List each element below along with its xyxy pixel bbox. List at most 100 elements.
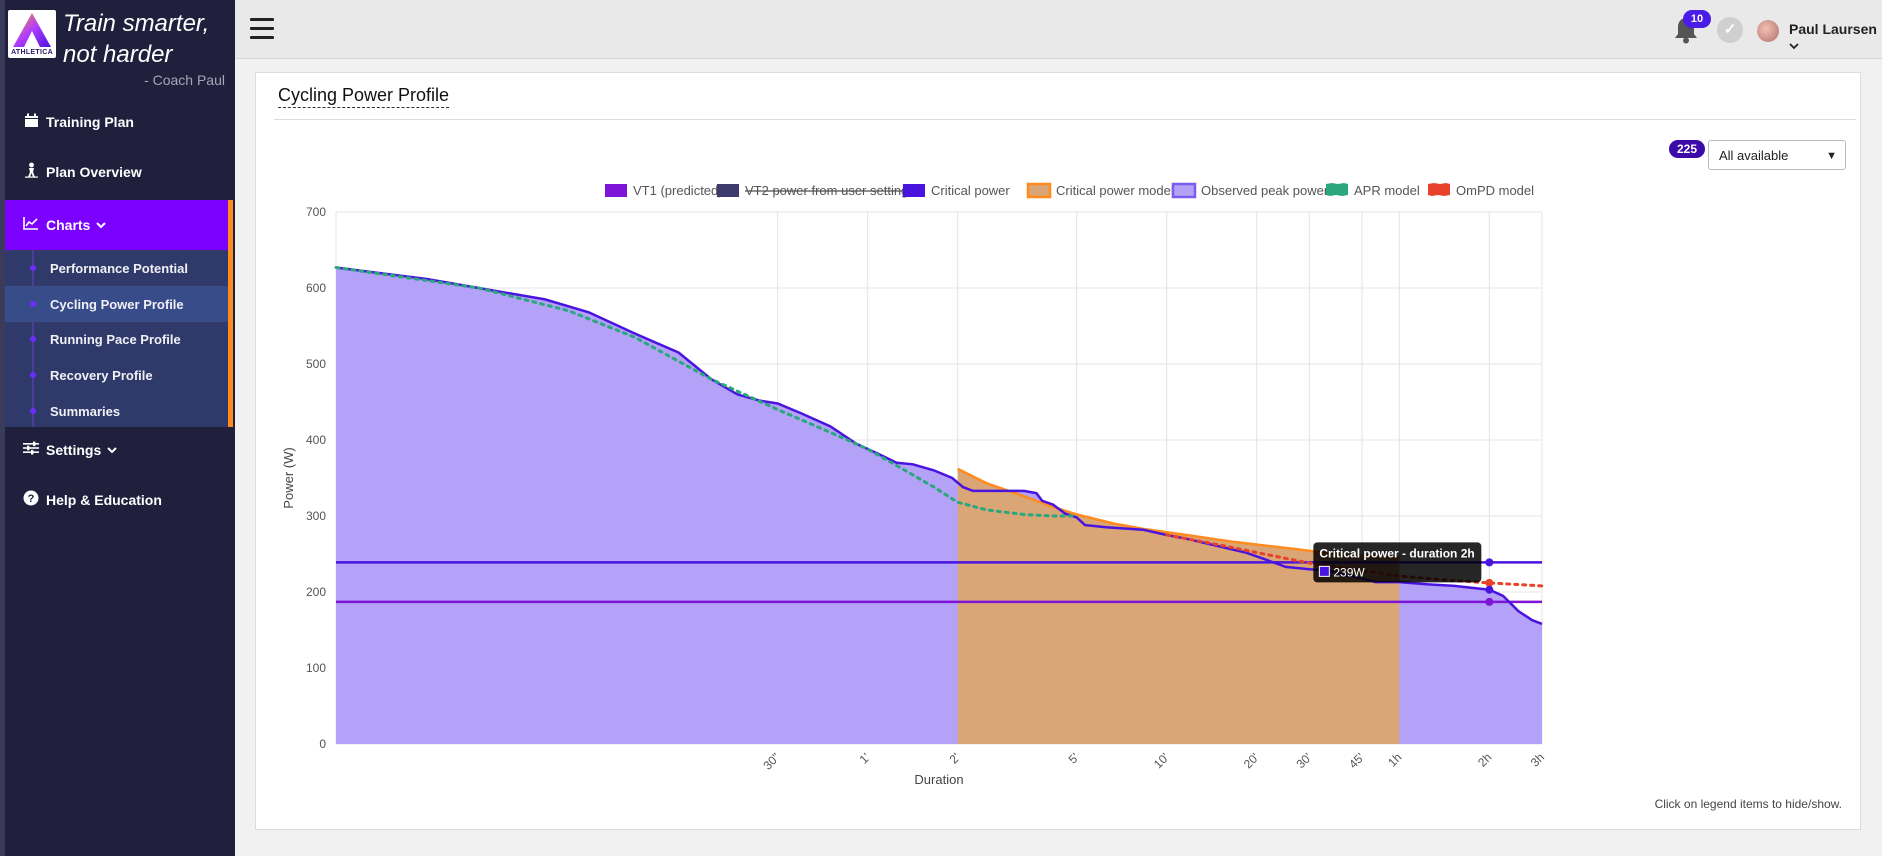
submenu-item-recovery-profile[interactable]: Recovery Profile bbox=[5, 357, 228, 393]
logo-text: ATHLETICA bbox=[11, 49, 53, 56]
activity-count-badge: 225 bbox=[1669, 140, 1705, 158]
legend-label: VT1 (predicted) bbox=[633, 183, 723, 198]
user-menu[interactable]: Paul Laursen bbox=[1789, 21, 1882, 53]
legend-label: APR model bbox=[1354, 183, 1420, 198]
legend-label: Critical power bbox=[931, 183, 1010, 198]
sidebar-item-help-education[interactable]: ? Help & Education bbox=[5, 475, 233, 525]
x-axis-title: Duration bbox=[914, 772, 963, 787]
submenu-item-cycling-power-profile[interactable]: Cycling Power Profile bbox=[5, 286, 228, 322]
x-tick-label: 2' bbox=[947, 750, 963, 766]
sidebar-item-settings[interactable]: Settings bbox=[5, 425, 233, 475]
sidebar-item-plan-overview[interactable]: Plan Overview bbox=[5, 147, 233, 197]
x-tick-label: 20' bbox=[1241, 750, 1262, 771]
sidebar: ATHLETICA Train smarter, not harder - Co… bbox=[0, 0, 235, 856]
athletica-logo[interactable]: ATHLETICA bbox=[8, 10, 56, 58]
sidebar-edge bbox=[0, 0, 5, 856]
submenu-item-label: Recovery Profile bbox=[50, 367, 153, 383]
hover-point-ompd bbox=[1485, 578, 1494, 587]
submenu-item-performance-potential[interactable]: Performance Potential bbox=[5, 250, 228, 286]
chevron-down-icon bbox=[107, 443, 117, 457]
bullet-dot bbox=[30, 408, 36, 414]
question-icon: ? bbox=[20, 490, 42, 510]
period-select-value: All available bbox=[1719, 148, 1789, 163]
submenu-item-label: Performance Potential bbox=[50, 260, 188, 276]
sidebar-item-label: Help & Education bbox=[46, 492, 162, 508]
submenu-item-label: Running Pace Profile bbox=[50, 331, 181, 347]
x-tick-label: 30" bbox=[760, 750, 782, 772]
chart-tooltip: Critical power - duration 2h 239W bbox=[1313, 542, 1482, 583]
legend-item[interactable]: OmPD model bbox=[1428, 183, 1534, 198]
chart-icon bbox=[20, 216, 42, 234]
person-icon bbox=[20, 162, 42, 182]
y-tick-label: 0 bbox=[319, 737, 326, 751]
chevron-down-icon bbox=[96, 218, 107, 232]
y-tick-label: 200 bbox=[306, 585, 326, 599]
logo-mark-icon bbox=[13, 13, 51, 47]
legend-label: Observed peak power bbox=[1201, 183, 1329, 198]
legend-hint: Click on legend items to hide/show. bbox=[1654, 797, 1842, 811]
tagline-line-2: not harder bbox=[63, 41, 173, 68]
chart-areas bbox=[336, 267, 1542, 744]
submenu-item-label: Summaries bbox=[50, 403, 121, 419]
legend-swatch bbox=[1026, 182, 1052, 199]
tooltip-title: Critical power - duration 2h bbox=[1319, 546, 1474, 560]
y-tick-label: 600 bbox=[306, 281, 326, 295]
user-name: Paul Laursen bbox=[1789, 21, 1877, 37]
legend-label: VT2 power from user settings bbox=[745, 183, 915, 198]
tagline: Train smarter, not harder bbox=[63, 8, 209, 70]
top-bar: 10 ✓ Paul Laursen bbox=[235, 0, 1882, 59]
legend-item[interactable]: VT1 (predicted) bbox=[605, 183, 723, 198]
hover-point-observed bbox=[1485, 585, 1494, 594]
x-tick-label: 45' bbox=[1346, 750, 1367, 771]
svg-text:?: ? bbox=[28, 493, 35, 505]
sidebar-item-label: Charts bbox=[46, 217, 91, 233]
brand[interactable]: ATHLETICA Train smarter, not harder bbox=[8, 8, 228, 88]
legend-label: Critical power model bbox=[1056, 183, 1174, 198]
sidebar-item-label: Plan Overview bbox=[46, 164, 142, 180]
bullet-dot bbox=[30, 336, 36, 342]
x-tick-label: 1h bbox=[1385, 750, 1404, 769]
sidebar-item-charts[interactable]: Charts bbox=[5, 200, 233, 250]
x-tick-label: 3h bbox=[1528, 750, 1547, 769]
y-tick-label: 700 bbox=[306, 205, 326, 219]
legend-swatch bbox=[1428, 183, 1450, 196]
legend-item[interactable]: Critical power bbox=[903, 183, 1010, 198]
y-tick-label: 100 bbox=[306, 661, 326, 675]
submenu-item-label: Cycling Power Profile bbox=[50, 296, 184, 312]
sidebar-item-label: Settings bbox=[46, 442, 102, 458]
notification-count-badge: 10 bbox=[1683, 10, 1711, 28]
legend-swatch bbox=[605, 184, 627, 197]
hover-point-vt1 bbox=[1485, 597, 1494, 606]
check-circle-icon[interactable]: ✓ bbox=[1717, 17, 1743, 43]
title-divider bbox=[274, 119, 1856, 120]
legend-swatch bbox=[1326, 183, 1348, 196]
tooltip-box bbox=[1313, 542, 1482, 583]
sidebar-item-label: Training Plan bbox=[46, 114, 134, 130]
period-select[interactable]: All available ▼ bbox=[1708, 140, 1846, 170]
x-tick-label: 30' bbox=[1293, 750, 1314, 771]
chevron-down-icon: ▼ bbox=[1826, 150, 1837, 162]
page-title[interactable]: Cycling Power Profile bbox=[278, 85, 450, 108]
y-axis-title: Power (W) bbox=[281, 447, 296, 508]
avatar[interactable] bbox=[1757, 20, 1779, 42]
chart-legend: VT1 (predicted) VT2 power from user setti… bbox=[605, 182, 1534, 199]
y-tick-label: 300 bbox=[306, 509, 326, 523]
submenu-item-running-pace-profile[interactable]: Running Pace Profile bbox=[5, 321, 228, 357]
tagline-line-1: Train smarter, bbox=[63, 10, 210, 37]
calendar-icon bbox=[20, 113, 42, 132]
legend-label: OmPD model bbox=[1456, 183, 1534, 198]
bullet-dot bbox=[30, 265, 36, 271]
legend-item[interactable]: APR model bbox=[1326, 183, 1420, 198]
charts-submenu: Performance Potential Cycling Power Prof… bbox=[5, 250, 233, 427]
submenu-item-summaries[interactable]: Summaries bbox=[5, 393, 228, 429]
bullet-dot bbox=[30, 372, 36, 378]
coach-signature: - Coach Paul bbox=[144, 72, 225, 88]
legend-item[interactable]: Observed peak power bbox=[1171, 182, 1329, 199]
x-tick-label: 1' bbox=[857, 750, 873, 766]
sidebar-item-training-plan[interactable]: Training Plan bbox=[5, 97, 233, 147]
legend-item[interactable]: Critical power model bbox=[1026, 182, 1174, 199]
legend-item[interactable]: VT2 power from user settings bbox=[717, 183, 915, 198]
hamburger-menu-icon[interactable] bbox=[250, 18, 274, 40]
power-profile-chart[interactable]: VT1 (predicted) VT2 power from user setti… bbox=[255, 72, 1859, 792]
hover-point-critical-power bbox=[1485, 558, 1494, 567]
